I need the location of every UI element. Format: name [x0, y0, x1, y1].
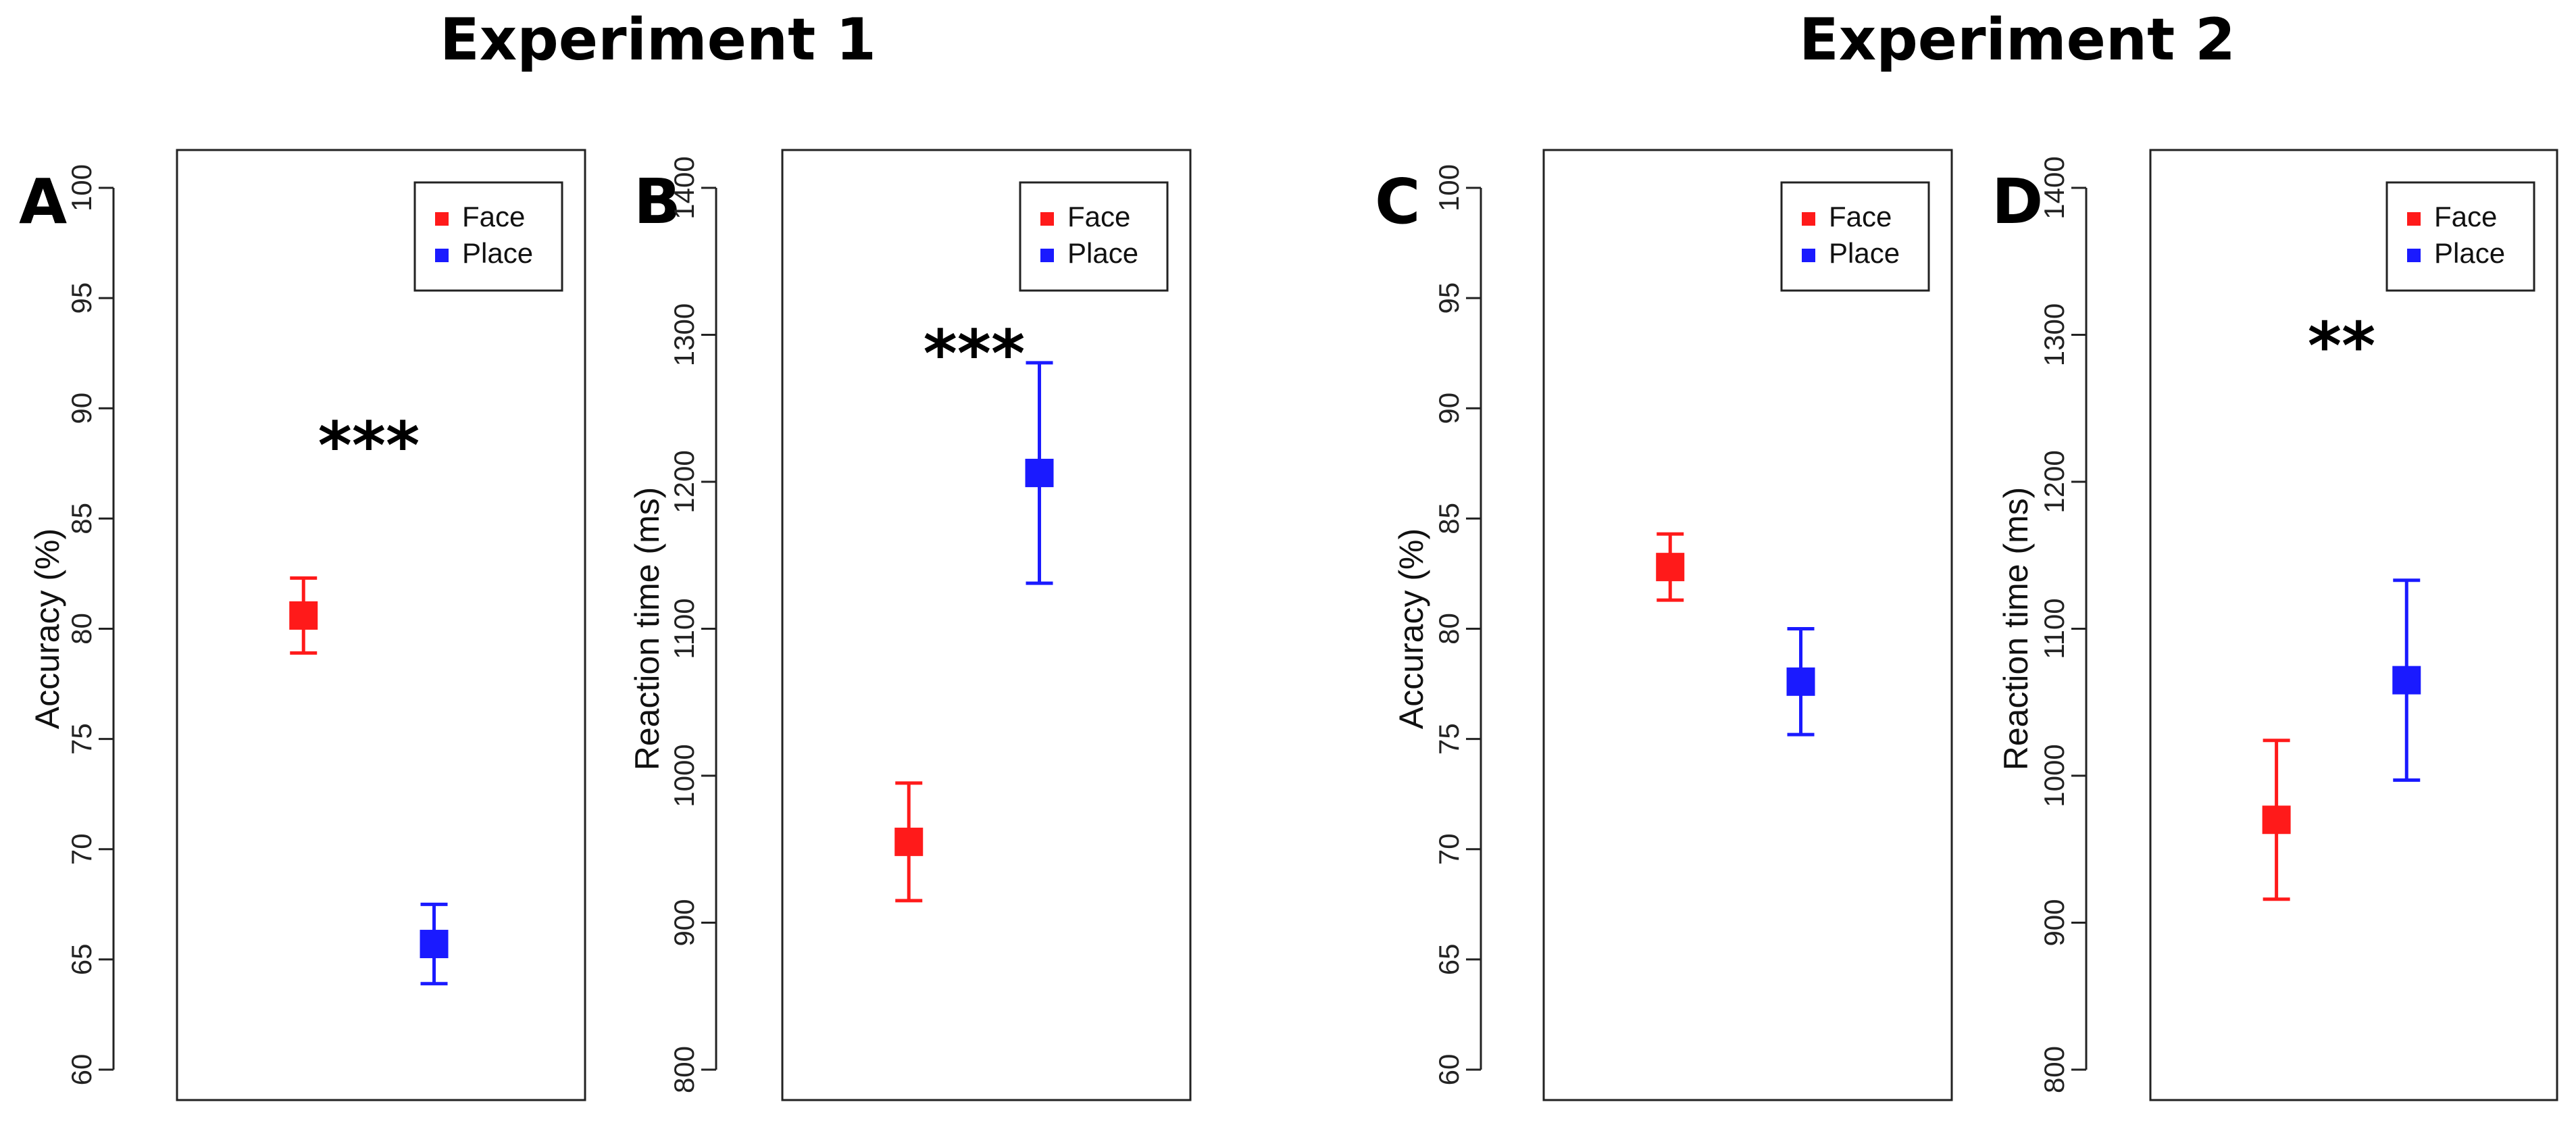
legend-swatch: [2407, 212, 2421, 226]
y-tick-label: 1400: [2038, 156, 2070, 219]
series-face: [289, 576, 318, 655]
data-point: [1656, 553, 1685, 582]
legend: Face Place: [1780, 181, 1930, 292]
y-tick-label: 80: [66, 613, 97, 645]
data-point: [2392, 666, 2421, 695]
series-place: [1786, 627, 1815, 737]
data-point: [1025, 458, 1054, 487]
y-tick-label: 1100: [668, 598, 700, 659]
y-tick-label: 60: [66, 1054, 97, 1086]
panel-letter: B: [634, 166, 681, 238]
y-tick-label: 800: [668, 1046, 700, 1093]
significance-marker: ***: [318, 408, 420, 484]
y-tick-label: 70: [66, 833, 97, 865]
legend-label: Place: [1067, 237, 1138, 269]
legend-label: Face: [1829, 201, 1892, 232]
y-axis-label: Accuracy (%): [28, 528, 66, 729]
panel-a: A 60 65 70 75 80 85 90 95 100 Accuracy (%) Face Plac…: [19, 149, 586, 1101]
y-tick-label: 90: [66, 393, 97, 424]
y-tick-label: 65: [66, 944, 97, 976]
y-tick-label: 1200: [668, 450, 700, 513]
y-tick-label: 1400: [668, 156, 700, 219]
y-tick-label: 1000: [2038, 744, 2070, 807]
plot-frame: [1542, 149, 1953, 1101]
legend-label: Face: [2434, 201, 2497, 232]
y-axis-label: Reaction time (ms): [628, 487, 666, 771]
panels: A 60 65 70 75 80 85 90 95 100 Accuracy (%) Face Plac…: [19, 149, 2558, 1101]
panel-d: D 800 900 1000 1100 1200 1300 1400 Reaction time…: [1992, 149, 2558, 1101]
significance-marker: **: [2308, 309, 2375, 384]
y-tick-label: 60: [1433, 1054, 1465, 1086]
y-axis-label: Reaction time (ms): [1997, 487, 2035, 771]
data-point: [1786, 667, 1815, 696]
legend-label: Place: [2434, 237, 2505, 269]
legend-label: Place: [1829, 237, 1900, 269]
legend-label: Face: [462, 201, 525, 232]
panel-letter: C: [1375, 166, 1421, 238]
significance-marker: ***: [924, 316, 1026, 392]
data-point: [894, 827, 924, 856]
data-point: [2262, 805, 2291, 834]
y-tick-label: 1000: [668, 744, 700, 807]
series-face: [1656, 532, 1685, 602]
legend-swatch: [2407, 249, 2421, 262]
y-tick-label: 85: [1433, 503, 1465, 534]
series-face: [2262, 739, 2291, 901]
y-tick-label: 800: [2038, 1046, 2070, 1093]
legend: Face Place: [2385, 181, 2535, 292]
y-tick-label: 95: [66, 282, 97, 314]
y-tick-label: 1200: [2038, 450, 2070, 513]
plot-frame: [781, 149, 1192, 1101]
experiment-2-title: Experiment 2: [1799, 6, 2236, 74]
series-place: [1025, 361, 1054, 585]
y-tick-label: 85: [66, 503, 97, 534]
y-tick-label: 100: [66, 164, 97, 211]
panel-letter: A: [19, 166, 67, 238]
y-tick-label: 65: [1433, 944, 1465, 976]
legend-box: [1019, 181, 1169, 292]
panel-b: B 800 900 1000 1100 1200 1300 1400 Reaction time…: [628, 149, 1192, 1101]
legend-label: Place: [462, 237, 533, 269]
y-tick-label: 1300: [668, 303, 700, 366]
legend-box: [413, 181, 563, 292]
legend: Face Place: [413, 181, 563, 292]
plot-frame: [2149, 149, 2558, 1101]
legend-box: [2385, 181, 2535, 292]
y-tick-label: 75: [66, 723, 97, 755]
panel-c: C 60 65 70 75 80 85 90 95 100 Accuracy (%) Face Plac…: [1375, 149, 1953, 1101]
y-tick-label: 70: [1433, 833, 1465, 865]
series-face: [894, 781, 924, 903]
y-tick-label: 900: [2038, 899, 2070, 946]
legend-swatch: [1040, 249, 1054, 262]
experiment-1-title: Experiment 1: [440, 6, 876, 74]
series-place: [420, 902, 449, 986]
legend-swatch: [435, 212, 449, 226]
legend: Face Place: [1019, 181, 1169, 292]
legend-label: Face: [1067, 201, 1130, 232]
y-tick-label: 90: [1433, 393, 1465, 424]
legend-box: [1780, 181, 1930, 292]
y-tick-label: 80: [1433, 613, 1465, 645]
y-tick-label: 100: [1433, 164, 1465, 211]
y-tick-label: 900: [668, 899, 700, 946]
y-tick-label: 1100: [2038, 598, 2070, 659]
legend-swatch: [1040, 212, 1054, 226]
data-point: [420, 930, 449, 959]
y-tick-label: 95: [1433, 282, 1465, 314]
plot-frame: [176, 149, 586, 1101]
y-tick-label: 75: [1433, 723, 1465, 755]
legend-swatch: [1802, 249, 1815, 262]
panel-letter: D: [1992, 166, 2043, 238]
y-tick-label: 1300: [2038, 303, 2070, 366]
y-axis-label: Accuracy (%): [1392, 528, 1430, 729]
legend-swatch: [1802, 212, 1815, 226]
legend-swatch: [435, 249, 449, 262]
series-place: [2392, 578, 2421, 782]
data-point: [289, 601, 318, 630]
